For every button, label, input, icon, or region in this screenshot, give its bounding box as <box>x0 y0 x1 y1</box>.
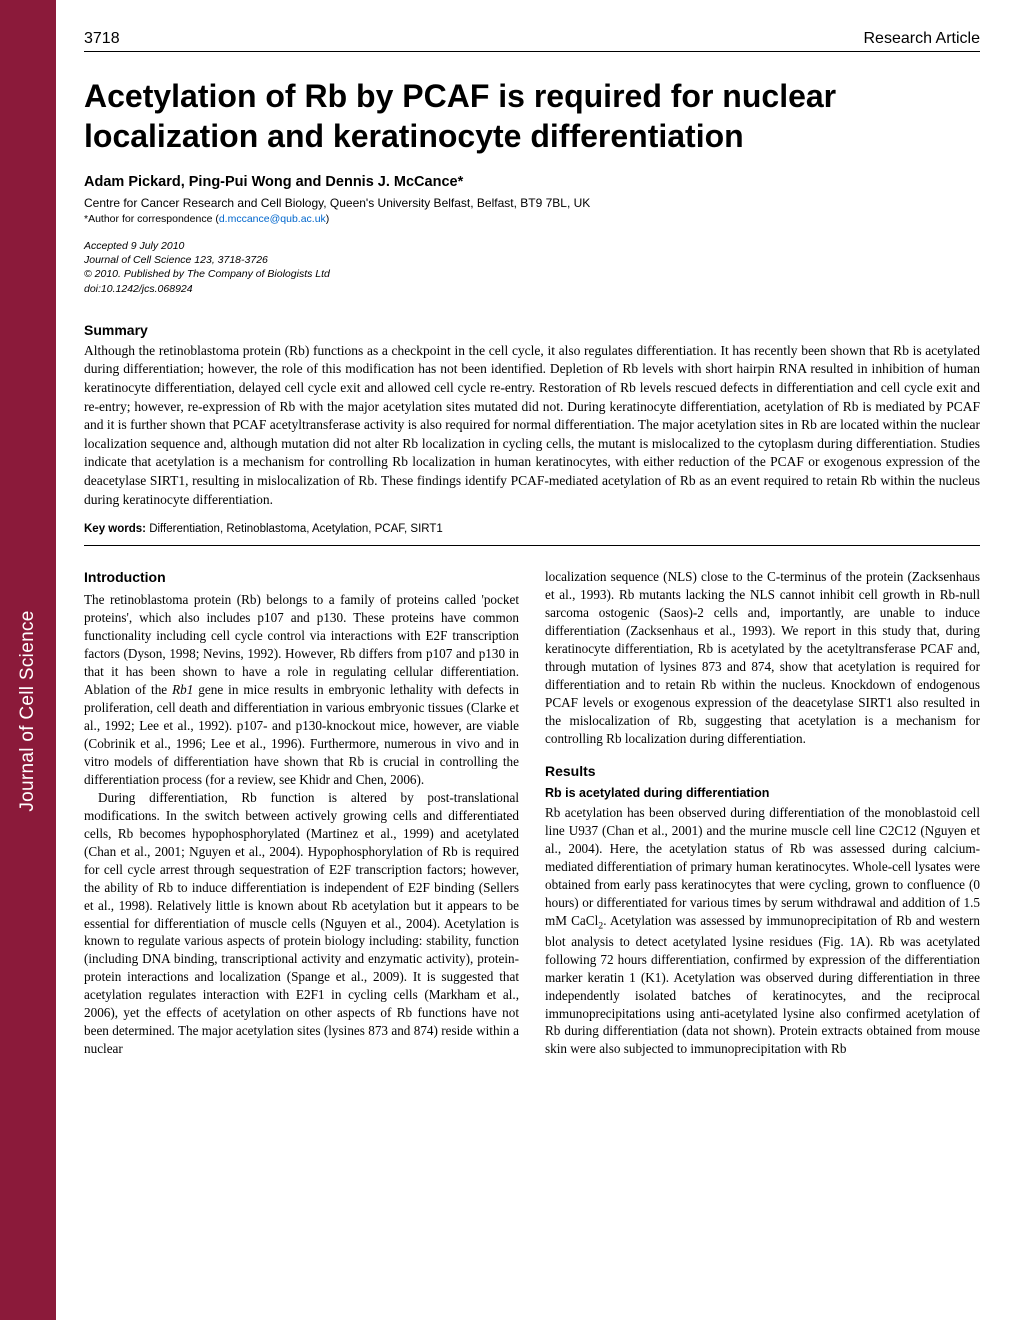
page-content: 3718 Research Article Acetylation of Rb … <box>56 0 1020 1320</box>
keywords-label: Key words: <box>84 523 146 535</box>
meta-copyright: © 2010. Published by The Company of Biol… <box>84 267 980 281</box>
right-column: localization sequence (NLS) close to the… <box>545 568 980 1058</box>
results-p1: Rb acetylation has been observed during … <box>545 804 980 1059</box>
article-title: Acetylation of Rb by PCAF is required fo… <box>84 76 980 156</box>
correspondence: *Author for correspondence (d.mccance@qu… <box>84 213 980 225</box>
body-columns: Introduction The retinoblastoma protein … <box>84 568 980 1058</box>
journal-sidebar: Journal of Cell Science <box>0 0 56 1320</box>
correspond-prefix: *Author for correspondence ( <box>84 213 219 225</box>
left-column: Introduction The retinoblastoma protein … <box>84 568 519 1058</box>
correspond-email[interactable]: d.mccance@qub.ac.uk <box>219 213 326 225</box>
meta-doi: doi:10.1242/jcs.068924 <box>84 282 980 296</box>
intro-p1b: gene in mice results in embryonic lethal… <box>84 682 519 787</box>
summary-text: Although the retinoblastoma protein (Rb)… <box>84 342 980 510</box>
article-type: Research Article <box>864 30 981 48</box>
intro-gene: Rb1 <box>172 682 193 697</box>
results-p1a: Rb acetylation has been observed during … <box>545 805 980 928</box>
section-divider <box>84 545 980 546</box>
keywords-list: Differentiation, Retinoblastoma, Acetyla… <box>146 523 443 535</box>
meta-journal: Journal of Cell Science 123, 3718-3726 <box>84 253 980 267</box>
page-header: 3718 Research Article <box>84 30 980 52</box>
author-list: Adam Pickard, Ping-Pui Wong and Dennis J… <box>84 174 980 190</box>
journal-side-label: Journal of Cell Science <box>17 610 39 811</box>
page-number: 3718 <box>84 30 120 48</box>
results-subheading: Rb is acetylated during differentiation <box>545 785 980 802</box>
intro-heading: Introduction <box>84 568 519 587</box>
summary-heading: Summary <box>84 322 980 338</box>
intro-p2: During differentiation, Rb function is a… <box>84 789 519 1058</box>
intro-p3: localization sequence (NLS) close to the… <box>545 568 980 748</box>
keywords: Key words: Differentiation, Retinoblasto… <box>84 523 980 535</box>
correspond-suffix: ) <box>326 213 330 225</box>
meta-accepted: Accepted 9 July 2010 <box>84 239 980 253</box>
results-p1b: . Acetylation was assessed by immunoprec… <box>545 913 980 1057</box>
intro-p1: The retinoblastoma protein (Rb) belongs … <box>84 591 519 788</box>
results-heading: Results <box>545 762 980 781</box>
affiliation: Centre for Cancer Research and Cell Biol… <box>84 196 980 210</box>
article-meta: Accepted 9 July 2010 Journal of Cell Sci… <box>84 239 980 296</box>
